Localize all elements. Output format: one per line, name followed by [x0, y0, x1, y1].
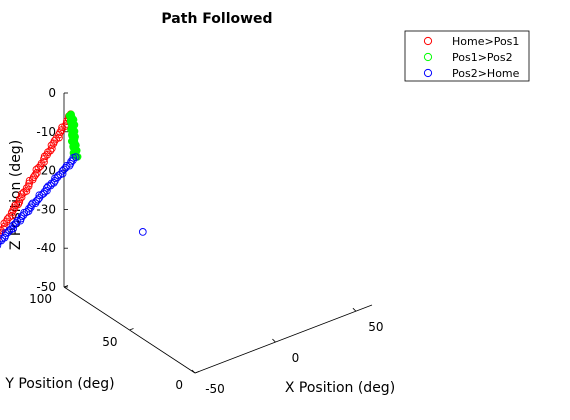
y-ticks: 0 50 100	[29, 285, 200, 392]
data-point	[22, 187, 31, 195]
data-point	[1, 229, 10, 237]
data-point	[9, 221, 17, 230]
x-tick-label: 0	[292, 351, 300, 365]
series-3	[0, 153, 147, 249]
y-axis-label: Y Position (deg)	[4, 376, 114, 392]
data-point	[22, 184, 31, 192]
data-point	[56, 128, 64, 137]
data-point	[37, 159, 46, 168]
axes-frame	[63, 93, 373, 374]
z-tick-label: -10	[36, 125, 56, 139]
data-point	[24, 182, 33, 191]
data-point	[8, 211, 16, 220]
z-tick-label: 0	[48, 86, 56, 100]
data-point	[46, 146, 55, 155]
data-point	[0, 231, 2, 238]
data-point	[17, 193, 26, 202]
z-tick-label: -40	[36, 241, 56, 255]
legend-marker	[423, 36, 433, 46]
series-1	[0, 110, 75, 243]
x-tick	[191, 369, 196, 374]
data-point	[44, 182, 53, 191]
x-tick	[272, 338, 276, 343]
legend-label: Pos2>Home	[452, 67, 520, 80]
data-points	[0, 110, 147, 249]
data-point	[28, 199, 37, 208]
z-ticks: 0-10-20-30-40-50	[36, 86, 68, 294]
series-2	[65, 110, 82, 161]
x-ticks: -50 0 50	[191, 307, 384, 396]
data-point	[10, 220, 19, 229]
x-axis-label: X Position (deg)	[285, 380, 395, 396]
y-tick	[63, 285, 69, 288]
y-tick	[129, 328, 134, 331]
data-point	[43, 184, 51, 192]
data-point	[32, 169, 41, 177]
y-tick-label: 50	[102, 335, 117, 349]
data-point	[65, 161, 74, 170]
legend-label: Home>Pos1	[452, 35, 519, 48]
z-tick-label: -50	[36, 280, 56, 294]
y-tick	[194, 371, 200, 374]
outlier-point	[138, 228, 147, 236]
chart-title: Path Followed	[161, 11, 272, 27]
data-point	[16, 216, 25, 225]
data-point	[40, 158, 48, 166]
legend-marker	[423, 68, 433, 78]
legend-marker	[423, 52, 433, 62]
legend: Home>Pos1 Pos1>Pos2 Pos2>Home	[404, 30, 530, 82]
x-tick-label: 50	[368, 320, 383, 334]
data-point	[0, 239, 2, 246]
data-point	[26, 203, 35, 212]
x-tick-label: -50	[205, 382, 225, 396]
data-point	[39, 189, 48, 198]
data-point	[0, 242, 2, 249]
data-point	[15, 198, 24, 206]
data-point	[9, 206, 17, 215]
data-point	[55, 133, 63, 142]
legend-label: Pos1>Pos2	[452, 51, 513, 64]
z-tick-label: -30	[36, 202, 56, 216]
x-tick	[352, 307, 357, 312]
data-point	[0, 237, 3, 245]
data-point	[31, 199, 40, 208]
data-point	[51, 174, 59, 183]
data-point	[60, 165, 68, 174]
data-point	[15, 195, 24, 203]
y-tick-label: 0	[175, 378, 183, 392]
legend-box	[404, 30, 530, 82]
data-point	[31, 171, 40, 179]
y-tick-label: 100	[29, 292, 52, 306]
data-point	[47, 144, 56, 153]
x-axis-line	[194, 304, 373, 374]
